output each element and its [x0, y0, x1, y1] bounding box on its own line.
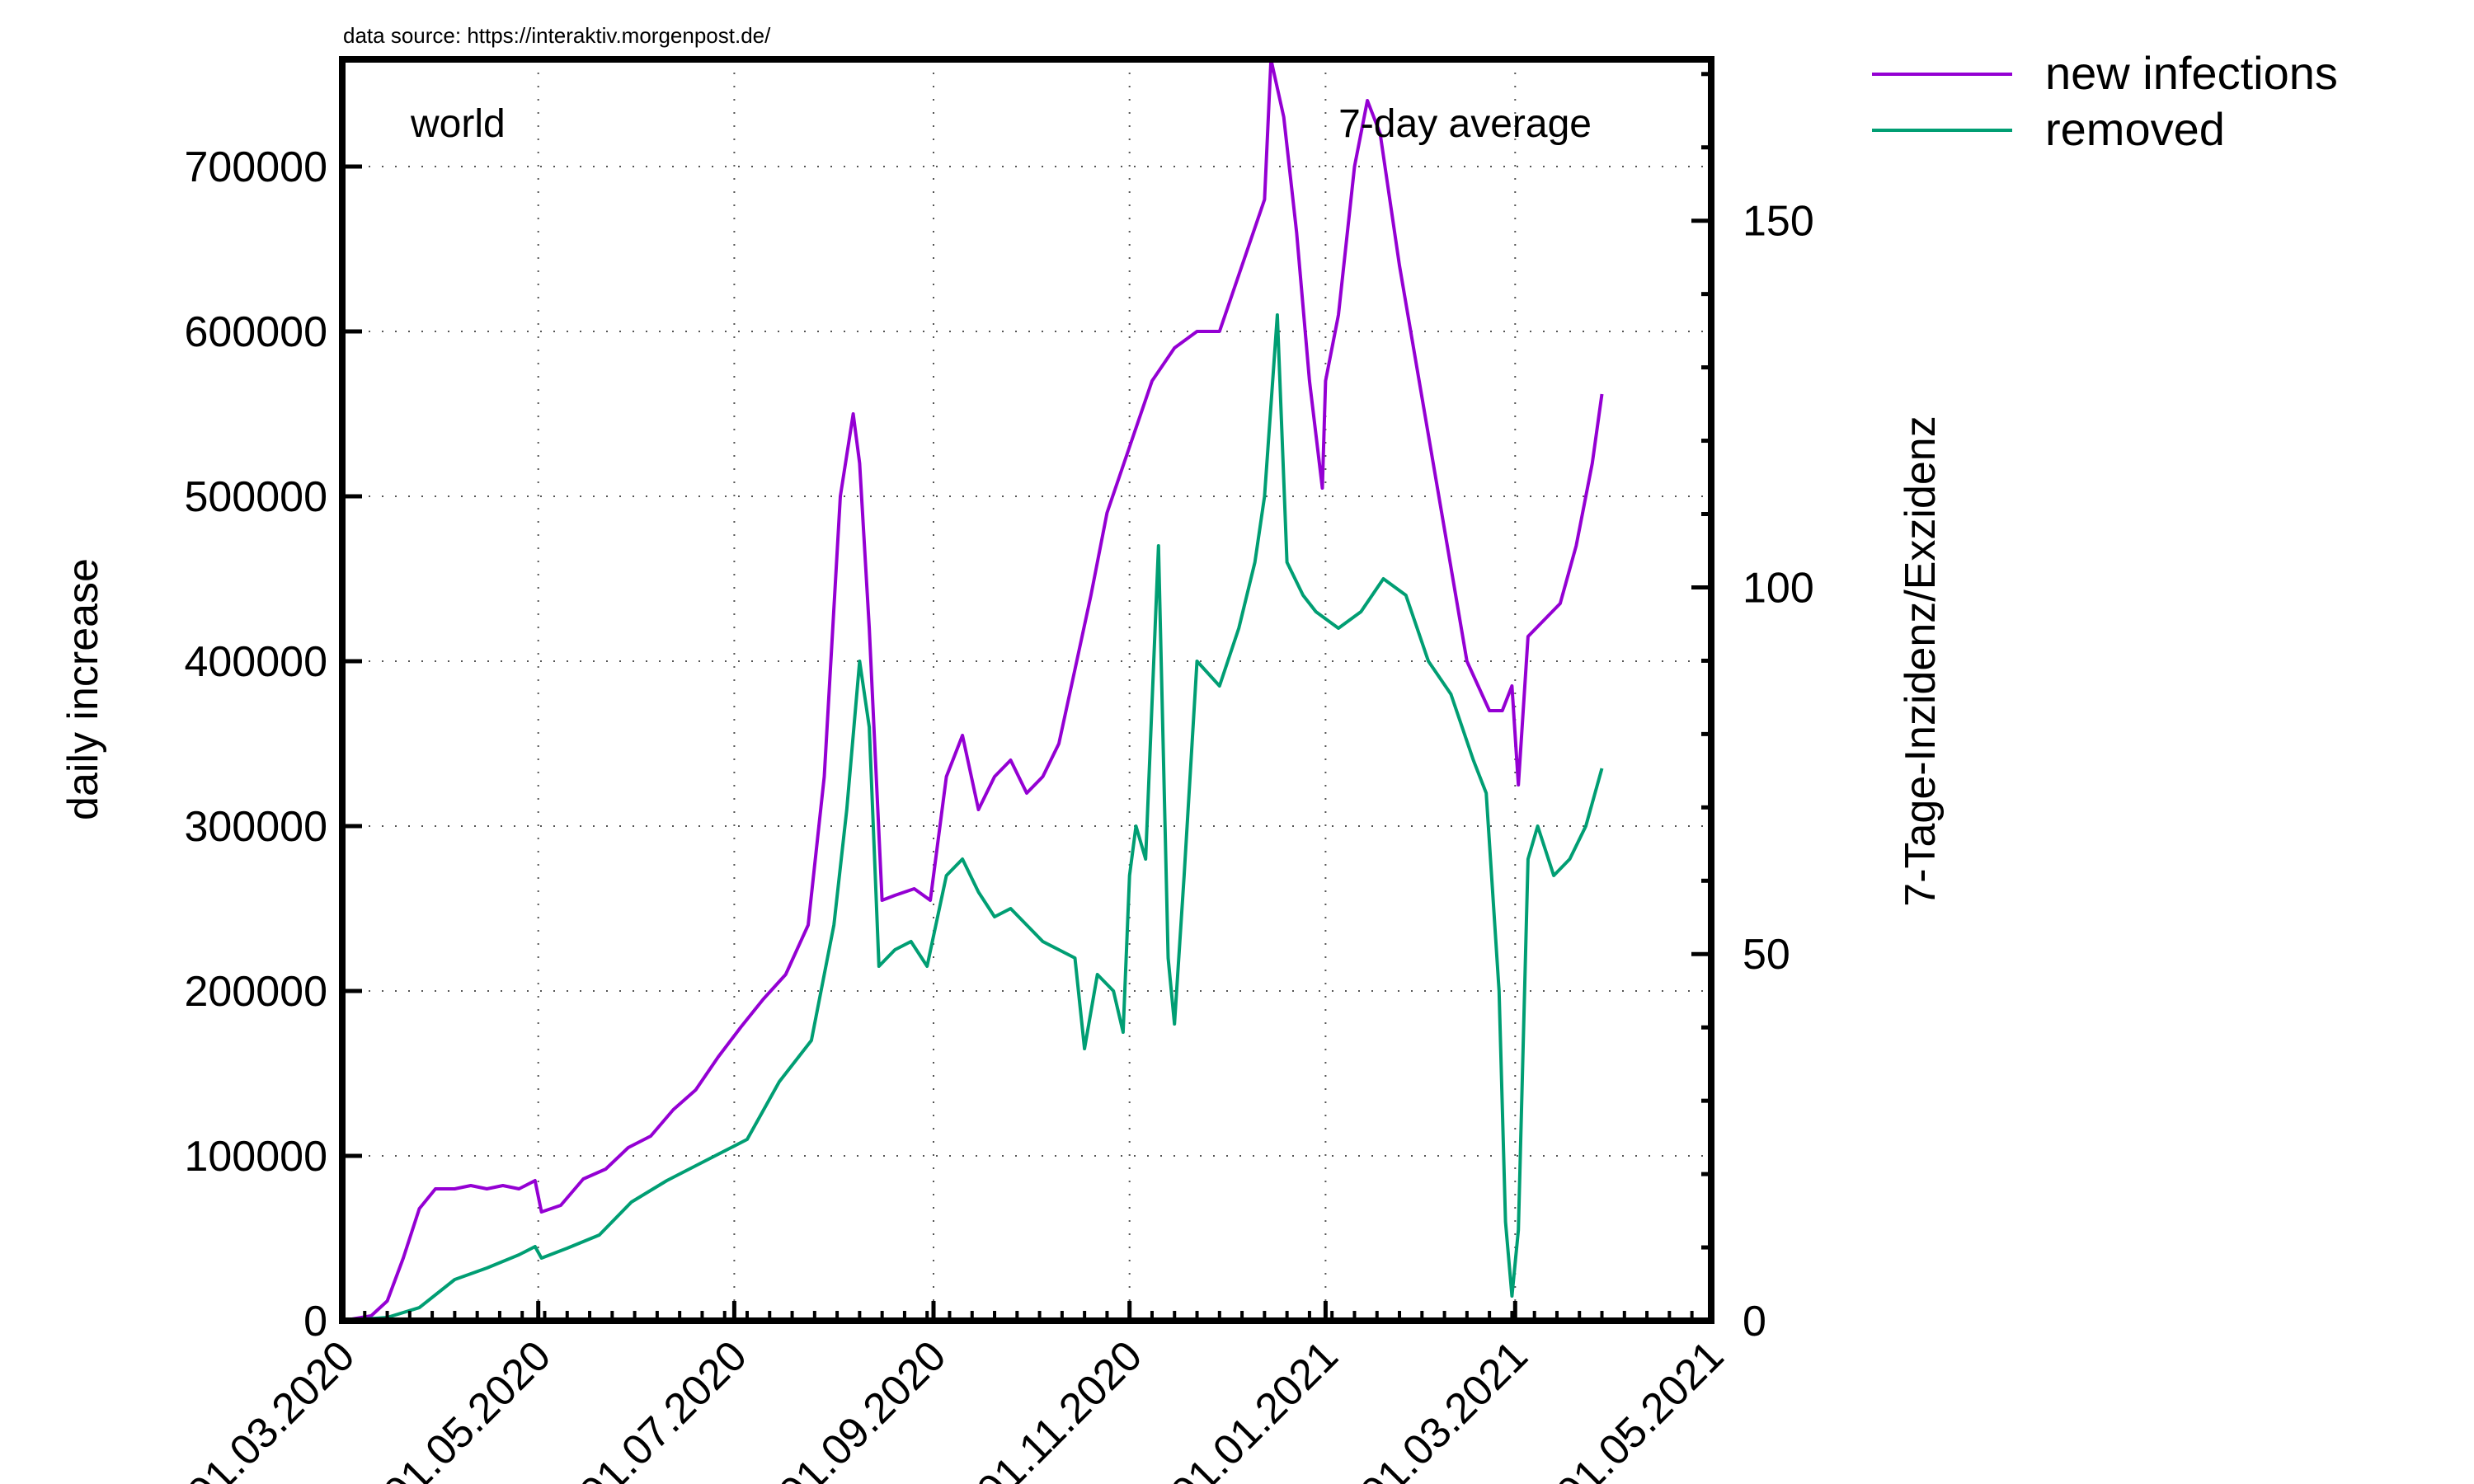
series-line-new-infections — [341, 58, 1604, 1322]
x-tick-label: 01.11.2020 — [968, 1331, 1151, 1484]
y-tick-label: 0 — [303, 1298, 327, 1345]
plot-frame — [339, 56, 1714, 1324]
y-tick-label: 200000 — [184, 968, 327, 1016]
y-tick-label: 100000 — [184, 1133, 327, 1181]
y-tick-label: 500000 — [184, 473, 327, 521]
legend-label: new infections — [2045, 47, 2338, 99]
y-tick-label: 400000 — [184, 638, 327, 686]
y2-tick-label: 150 — [1743, 198, 1814, 246]
x-tick-label: 01.05.2021 — [1547, 1331, 1733, 1484]
x-tick-label: 01.01.2021 — [1162, 1331, 1348, 1484]
y-tick-label: 600000 — [184, 308, 327, 356]
x-tick-label: 01.07.2020 — [571, 1331, 756, 1484]
series-line-removed — [341, 313, 1604, 1322]
region-label: world — [410, 102, 506, 146]
x-tick-label: 01.05.2020 — [374, 1331, 560, 1484]
y2-tick-label: 0 — [1743, 1298, 1766, 1345]
x-tick-label: 01.03.2020 — [178, 1331, 364, 1484]
x-tick-label: 01.09.2020 — [769, 1331, 955, 1484]
grid-lines — [342, 59, 1711, 1321]
y2-tick-label: 100 — [1743, 564, 1814, 612]
y-axis-title: daily increase — [59, 558, 107, 820]
average-label: 7-day average — [1338, 102, 1592, 146]
left-axis: 0 100000 200000 300000 400000 500000 600000 700… — [184, 143, 362, 1345]
y2-axis-title: 7-Tage-Inzidenz/Exzidenz — [1897, 416, 1945, 906]
y2-tick-label: 50 — [1743, 931, 1790, 979]
series-layer — [341, 58, 1604, 1322]
legend-label: removed — [2045, 103, 2225, 155]
x-tick-label: 01.03.2021 — [1352, 1331, 1537, 1484]
x-axis: 01.03.2020 01.05.2020 01.07.2020 01.09.2020… — [178, 1301, 1733, 1484]
y-tick-label: 700000 — [184, 143, 327, 191]
data-source-note: data source: https://interaktiv.morgenpo… — [343, 23, 771, 48]
y-tick-label: 300000 — [184, 803, 327, 851]
right-axis: 0 50 100 150 — [1691, 72, 1814, 1345]
